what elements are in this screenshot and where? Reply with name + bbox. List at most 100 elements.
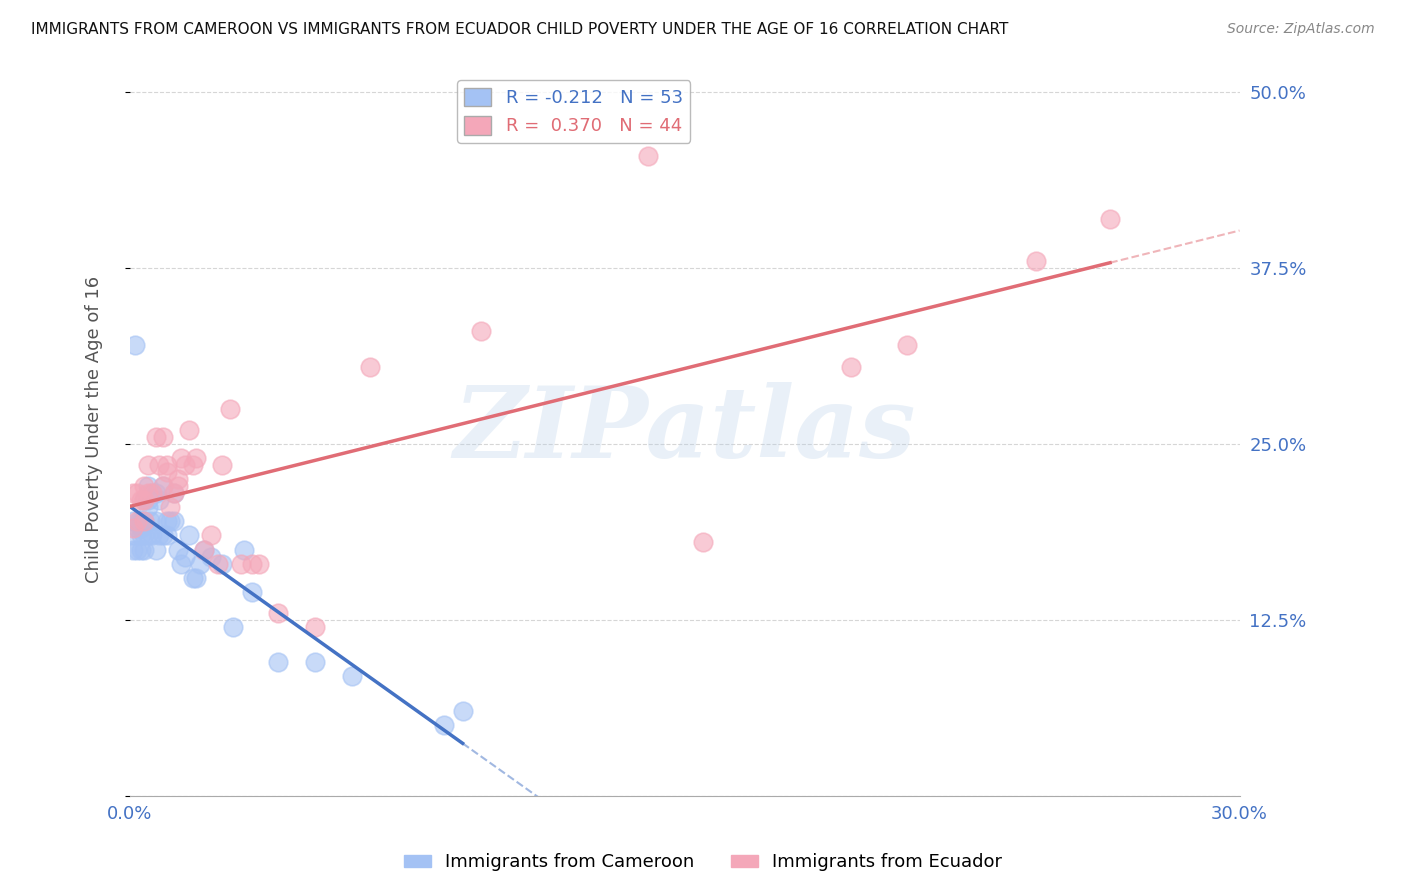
Point (129, 528, 152, 542)
Point (240, 584, 263, 599)
Point (1025, 254, 1047, 268)
Point (451, 704, 474, 718)
Point (156, 458, 179, 472)
Point (122, 542, 145, 557)
Point (134, 514, 156, 528)
Point (240, 557, 263, 571)
Y-axis label: Child Poverty Under the Age of 16: Child Poverty Under the Age of 16 (86, 277, 103, 583)
Point (134, 514, 156, 528)
Point (131, 514, 153, 528)
Point (207, 557, 229, 571)
Point (141, 486, 163, 500)
Point (166, 542, 188, 557)
Point (136, 493, 159, 508)
Point (129, 521, 152, 535)
Point (156, 528, 179, 542)
Point (129, 493, 152, 508)
Point (134, 479, 156, 493)
Legend: Immigrants from Cameroon, Immigrants from Ecuador: Immigrants from Cameroon, Immigrants fro… (396, 847, 1010, 879)
Point (193, 542, 215, 557)
Point (222, 620, 245, 634)
Point (340, 669, 363, 683)
Point (152, 479, 174, 493)
Point (122, 486, 145, 500)
Point (156, 514, 179, 528)
Point (177, 528, 200, 542)
Point (470, 325, 492, 339)
Point (163, 486, 186, 500)
Point (186, 451, 208, 466)
Point (433, 718, 456, 732)
Point (229, 557, 252, 571)
Point (152, 430, 174, 444)
Point (170, 557, 193, 571)
Point (152, 528, 174, 542)
Point (163, 514, 186, 528)
Point (134, 528, 156, 542)
Point (200, 549, 222, 564)
Point (247, 557, 270, 571)
Point (128, 514, 150, 528)
Point (177, 423, 200, 437)
Point (200, 528, 222, 542)
Point (148, 528, 170, 542)
Point (166, 472, 188, 486)
Point (136, 458, 159, 472)
Point (127, 521, 149, 535)
Text: Source: ZipAtlas.com: Source: ZipAtlas.com (1227, 22, 1375, 37)
Point (170, 451, 193, 466)
Point (359, 359, 381, 374)
Point (134, 493, 156, 508)
Point (122, 528, 145, 542)
Point (148, 458, 170, 472)
Point (127, 542, 149, 557)
Text: IMMIGRANTS FROM CAMEROON VS IMMIGRANTS FROM ECUADOR CHILD POVERTY UNDER THE AGE : IMMIGRANTS FROM CAMEROON VS IMMIGRANTS F… (31, 22, 1008, 37)
Point (218, 401, 240, 416)
Point (129, 542, 152, 557)
Point (159, 500, 181, 515)
Point (134, 493, 156, 508)
Point (211, 557, 233, 571)
Point (304, 620, 326, 634)
Point (266, 606, 288, 620)
Point (174, 458, 197, 472)
Point (136, 500, 159, 515)
Point (181, 458, 204, 472)
Point (145, 486, 167, 500)
Point (174, 549, 197, 564)
Point (159, 514, 181, 528)
Point (152, 479, 174, 493)
Point (134, 542, 156, 557)
Point (145, 430, 167, 444)
Point (124, 338, 146, 352)
Point (145, 542, 167, 557)
Point (896, 338, 918, 352)
Point (122, 514, 145, 528)
Point (127, 486, 149, 500)
Point (122, 521, 145, 535)
Point (188, 557, 211, 571)
Legend: R = -0.212   N = 53, R =  0.370   N = 44: R = -0.212 N = 53, R = 0.370 N = 44 (457, 80, 690, 143)
Point (139, 514, 162, 528)
Point (148, 493, 170, 508)
Point (692, 535, 714, 549)
Point (141, 528, 163, 542)
Point (193, 542, 215, 557)
Point (136, 479, 159, 493)
Point (166, 479, 188, 493)
Point (163, 486, 186, 500)
Point (211, 458, 233, 472)
Point (233, 542, 256, 557)
Point (127, 514, 149, 528)
Point (156, 465, 179, 479)
Point (266, 655, 288, 669)
Text: ZIPatlas: ZIPatlas (453, 382, 915, 478)
Point (186, 571, 208, 585)
Point (136, 486, 159, 500)
Point (181, 571, 204, 585)
Point (129, 514, 152, 528)
Point (145, 514, 167, 528)
Point (839, 359, 862, 374)
Point (304, 655, 326, 669)
Point (141, 486, 163, 500)
